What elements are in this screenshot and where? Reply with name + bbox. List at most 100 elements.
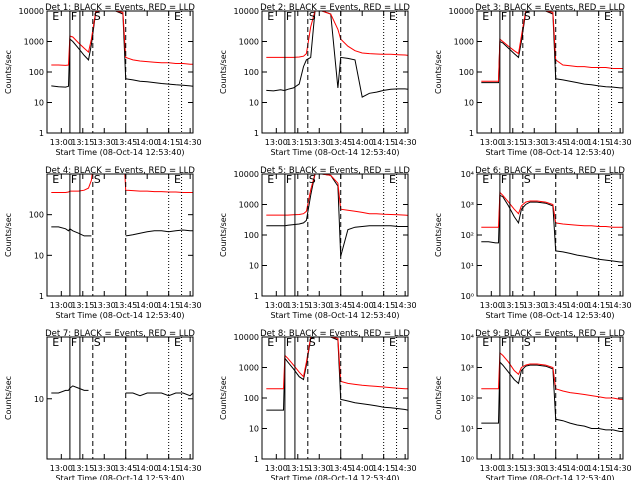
x-tick-label: 14:30 xyxy=(609,138,632,147)
marker-label: E xyxy=(267,336,274,349)
x-tick-label: 14:15 xyxy=(157,301,180,310)
x-tick-label: 14:15 xyxy=(372,138,395,147)
panel: E F S E11010010001000013:0013:1513:3013:451… xyxy=(219,3,417,157)
y-tick-label: 10² xyxy=(461,394,474,403)
marker-label: E xyxy=(604,173,611,186)
panel: E F S E10⁰10¹10²10³10⁴13:0013:1513:3013:451… xyxy=(434,166,632,320)
x-tick-label: 13:45 xyxy=(544,301,567,310)
marker-label: F xyxy=(286,10,292,23)
marker-label: E xyxy=(482,173,489,186)
x-tick-label: 13:30 xyxy=(523,138,546,147)
x-tick-label: 13:30 xyxy=(308,464,331,473)
marker-label: S xyxy=(309,10,316,23)
x-tick-label: 14:00 xyxy=(351,464,374,473)
marker-label: E xyxy=(389,336,396,349)
chart-title: Det 9: BLACK = Events, RED = LLD xyxy=(475,329,625,339)
y-tick-label: 10 xyxy=(249,262,259,271)
series-line xyxy=(481,194,623,263)
y-tick-label: 1000 xyxy=(239,38,259,47)
marker-label: F xyxy=(71,336,77,349)
y-tick-label: 10 xyxy=(464,99,474,108)
x-tick-label: 13:00 xyxy=(265,138,288,147)
y-tick-label: 10000 xyxy=(234,170,259,179)
x-tick-label: 13:00 xyxy=(50,138,73,147)
x-tick-label: 14:30 xyxy=(179,464,202,473)
x-tick-label: 13:15 xyxy=(501,464,524,473)
x-tick-label: 13:15 xyxy=(286,138,309,147)
x-tick-label: 13:15 xyxy=(286,301,309,310)
x-axis-label: Start Time (08-Oct-14 12:53:40) xyxy=(485,148,614,157)
x-tick-label: 13:30 xyxy=(523,301,546,310)
series-line xyxy=(481,191,623,228)
y-tick-label: 100 xyxy=(244,394,259,403)
y-tick-label: 1000 xyxy=(239,201,259,210)
y-tick-label: 1 xyxy=(39,292,44,301)
x-tick-label: 13:45 xyxy=(114,464,137,473)
x-tick-label: 14:15 xyxy=(372,301,395,310)
y-tick-label: 10³ xyxy=(461,201,474,210)
x-tick-label: 14:00 xyxy=(566,138,589,147)
marker-label: E xyxy=(174,10,181,23)
x-tick-label: 13:15 xyxy=(71,138,94,147)
x-tick-label: 14:15 xyxy=(587,464,610,473)
y-tick-label: 10¹ xyxy=(461,425,474,434)
x-tick-label: 14:00 xyxy=(136,464,159,473)
y-tick-label: 10 xyxy=(249,99,259,108)
y-tick-label: 1 xyxy=(254,129,259,138)
x-tick-label: 13:00 xyxy=(480,464,503,473)
y-axis-label: Counts/sec xyxy=(4,376,13,420)
marker-label: E xyxy=(604,336,611,349)
y-tick-label: 1 xyxy=(254,292,259,301)
y-tick-label: 10000 xyxy=(449,7,474,16)
series-line xyxy=(51,226,193,237)
chart-title: Det 5: BLACK = Events, RED = LLD xyxy=(260,166,410,176)
y-tick-label: 100 xyxy=(29,211,44,220)
y-tick-label: 10 xyxy=(34,395,44,404)
y-tick-label: 10¹ xyxy=(461,262,474,271)
marker-label: F xyxy=(501,10,507,23)
marker-label: F xyxy=(286,336,292,349)
chart-title: Det 8: BLACK = Events, RED = LLD xyxy=(260,329,410,339)
chart-title: Det 6: BLACK = Events, RED = LLD xyxy=(475,166,625,176)
panel: E F S E11010010001000013:0013:1513:3013:451… xyxy=(4,3,202,157)
x-tick-label: 13:00 xyxy=(50,464,73,473)
marker-label: F xyxy=(501,336,507,349)
y-axis-label: Counts/sec xyxy=(219,213,228,257)
x-tick-label: 14:30 xyxy=(609,464,632,473)
x-tick-label: 13:30 xyxy=(308,301,331,310)
x-tick-label: 14:00 xyxy=(351,301,374,310)
x-tick-label: 13:30 xyxy=(523,464,546,473)
y-tick-label: 10⁴ xyxy=(461,333,474,342)
panel: E F S E11010010001000013:0013:1513:3013:451… xyxy=(219,329,417,480)
y-tick-label: 10 xyxy=(249,425,259,434)
x-tick-label: 14:30 xyxy=(609,301,632,310)
x-tick-label: 13:00 xyxy=(480,138,503,147)
y-axis-label: Counts/sec xyxy=(219,50,228,94)
series-line xyxy=(481,351,623,400)
x-tick-label: 13:00 xyxy=(480,301,503,310)
y-tick-label: 10000 xyxy=(234,333,259,342)
y-tick-label: 1000 xyxy=(24,38,44,47)
marker-label: S xyxy=(524,336,531,349)
x-tick-label: 14:30 xyxy=(394,301,417,310)
panel: E F S E11010010001000013:0013:1513:3013:451… xyxy=(219,166,417,320)
plot-frame xyxy=(46,336,194,460)
x-axis-label: Start Time (08-Oct-14 12:53:40) xyxy=(270,474,399,480)
x-tick-label: 13:45 xyxy=(329,301,352,310)
y-tick-label: 1 xyxy=(39,129,44,138)
y-tick-label: 1 xyxy=(254,455,259,464)
marker-label: S xyxy=(524,10,531,23)
x-tick-label: 13:45 xyxy=(544,138,567,147)
y-tick-label: 10000 xyxy=(234,7,259,16)
x-tick-label: 13:45 xyxy=(544,464,567,473)
y-tick-label: 10⁰ xyxy=(461,455,474,464)
y-axis-label: Counts/sec xyxy=(4,213,13,257)
marker-label: F xyxy=(501,173,507,186)
plot-frame xyxy=(261,10,409,134)
x-tick-label: 14:00 xyxy=(136,138,159,147)
marker-label: E xyxy=(482,10,489,23)
marker-label: F xyxy=(71,10,77,23)
panel: E F S E11010010001000013:0013:1513:3013:451… xyxy=(434,3,632,157)
y-tick-label: 10 xyxy=(34,251,44,260)
